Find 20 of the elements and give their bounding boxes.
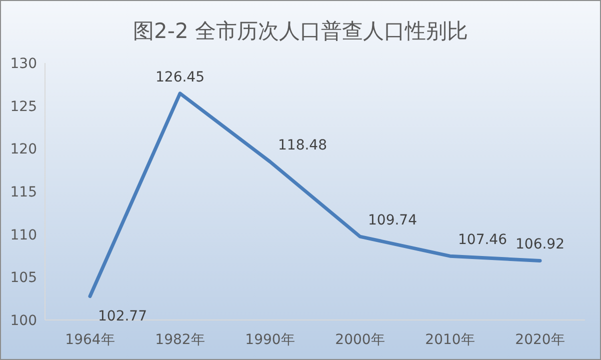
x-tick-label: 2020年 <box>515 332 565 348</box>
x-tick-label: 2000年 <box>335 332 385 348</box>
x-tick-label: 1964年 <box>65 332 115 348</box>
y-tick-label: 120 <box>10 142 37 158</box>
y-tick-label: 100 <box>10 313 37 329</box>
y-tick-label: 125 <box>10 98 37 115</box>
x-tick-label: 1990年 <box>245 332 295 348</box>
y-tick-label: 130 <box>10 56 37 72</box>
data-label: 126.45 <box>156 69 204 86</box>
x-tick-label: 2010年 <box>425 332 475 348</box>
x-tick-label: 1982年 <box>155 332 205 348</box>
y-tick-label: 105 <box>10 270 37 286</box>
y-tick-label: 110 <box>10 227 37 244</box>
data-label: 102.77 <box>98 308 147 324</box>
data-label: 106.92 <box>516 236 564 253</box>
data-label: 118.48 <box>278 138 327 154</box>
data-label: 107.46 <box>458 232 508 248</box>
chart-title: 图2-2 全市历次人口普查人口性别比 <box>133 19 468 43</box>
y-tick-label: 115 <box>10 184 37 200</box>
data-label: 109.74 <box>368 212 418 229</box>
